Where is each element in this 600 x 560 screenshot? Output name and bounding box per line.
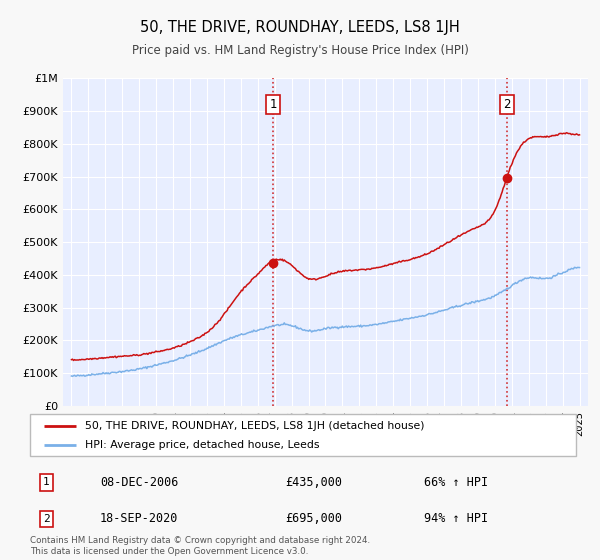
Text: Price paid vs. HM Land Registry's House Price Index (HPI): Price paid vs. HM Land Registry's House … xyxy=(131,44,469,57)
Text: 50, THE DRIVE, ROUNDHAY, LEEDS, LS8 1JH (detached house): 50, THE DRIVE, ROUNDHAY, LEEDS, LS8 1JH … xyxy=(85,421,424,431)
Text: 2: 2 xyxy=(43,514,50,524)
Text: £435,000: £435,000 xyxy=(286,476,343,489)
Text: 1: 1 xyxy=(269,98,277,111)
Text: 94% ↑ HPI: 94% ↑ HPI xyxy=(424,512,488,525)
Text: 08-DEC-2006: 08-DEC-2006 xyxy=(100,476,178,489)
FancyBboxPatch shape xyxy=(30,414,576,456)
Text: 66% ↑ HPI: 66% ↑ HPI xyxy=(424,476,488,489)
Text: £695,000: £695,000 xyxy=(286,512,343,525)
Text: 50, THE DRIVE, ROUNDHAY, LEEDS, LS8 1JH: 50, THE DRIVE, ROUNDHAY, LEEDS, LS8 1JH xyxy=(140,20,460,35)
Text: 18-SEP-2020: 18-SEP-2020 xyxy=(100,512,178,525)
Text: 2: 2 xyxy=(503,98,511,111)
Text: HPI: Average price, detached house, Leeds: HPI: Average price, detached house, Leed… xyxy=(85,440,319,450)
Text: Contains HM Land Registry data © Crown copyright and database right 2024.
This d: Contains HM Land Registry data © Crown c… xyxy=(30,536,370,556)
Text: 1: 1 xyxy=(43,478,50,487)
